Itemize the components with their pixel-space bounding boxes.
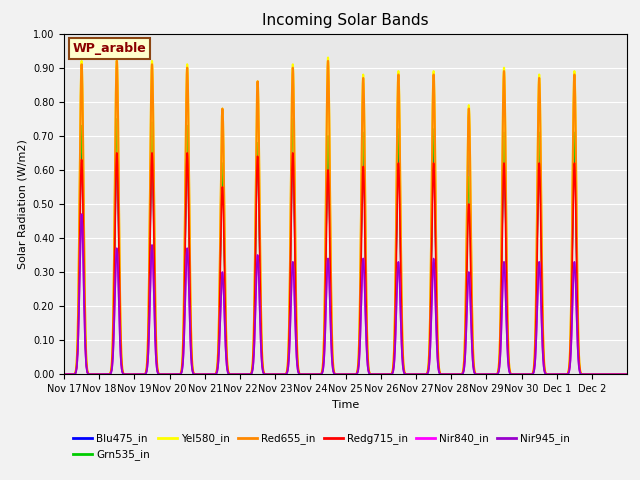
Y-axis label: Solar Radiation (W/m2): Solar Radiation (W/m2) — [17, 139, 28, 269]
X-axis label: Time: Time — [332, 400, 359, 409]
Title: Incoming Solar Bands: Incoming Solar Bands — [262, 13, 429, 28]
Legend: Blu475_in, Grn535_in, Yel580_in, Red655_in, Redg715_in, Nir840_in, Nir945_in: Blu475_in, Grn535_in, Yel580_in, Red655_… — [69, 429, 574, 465]
Text: WP_arable: WP_arable — [72, 42, 146, 55]
